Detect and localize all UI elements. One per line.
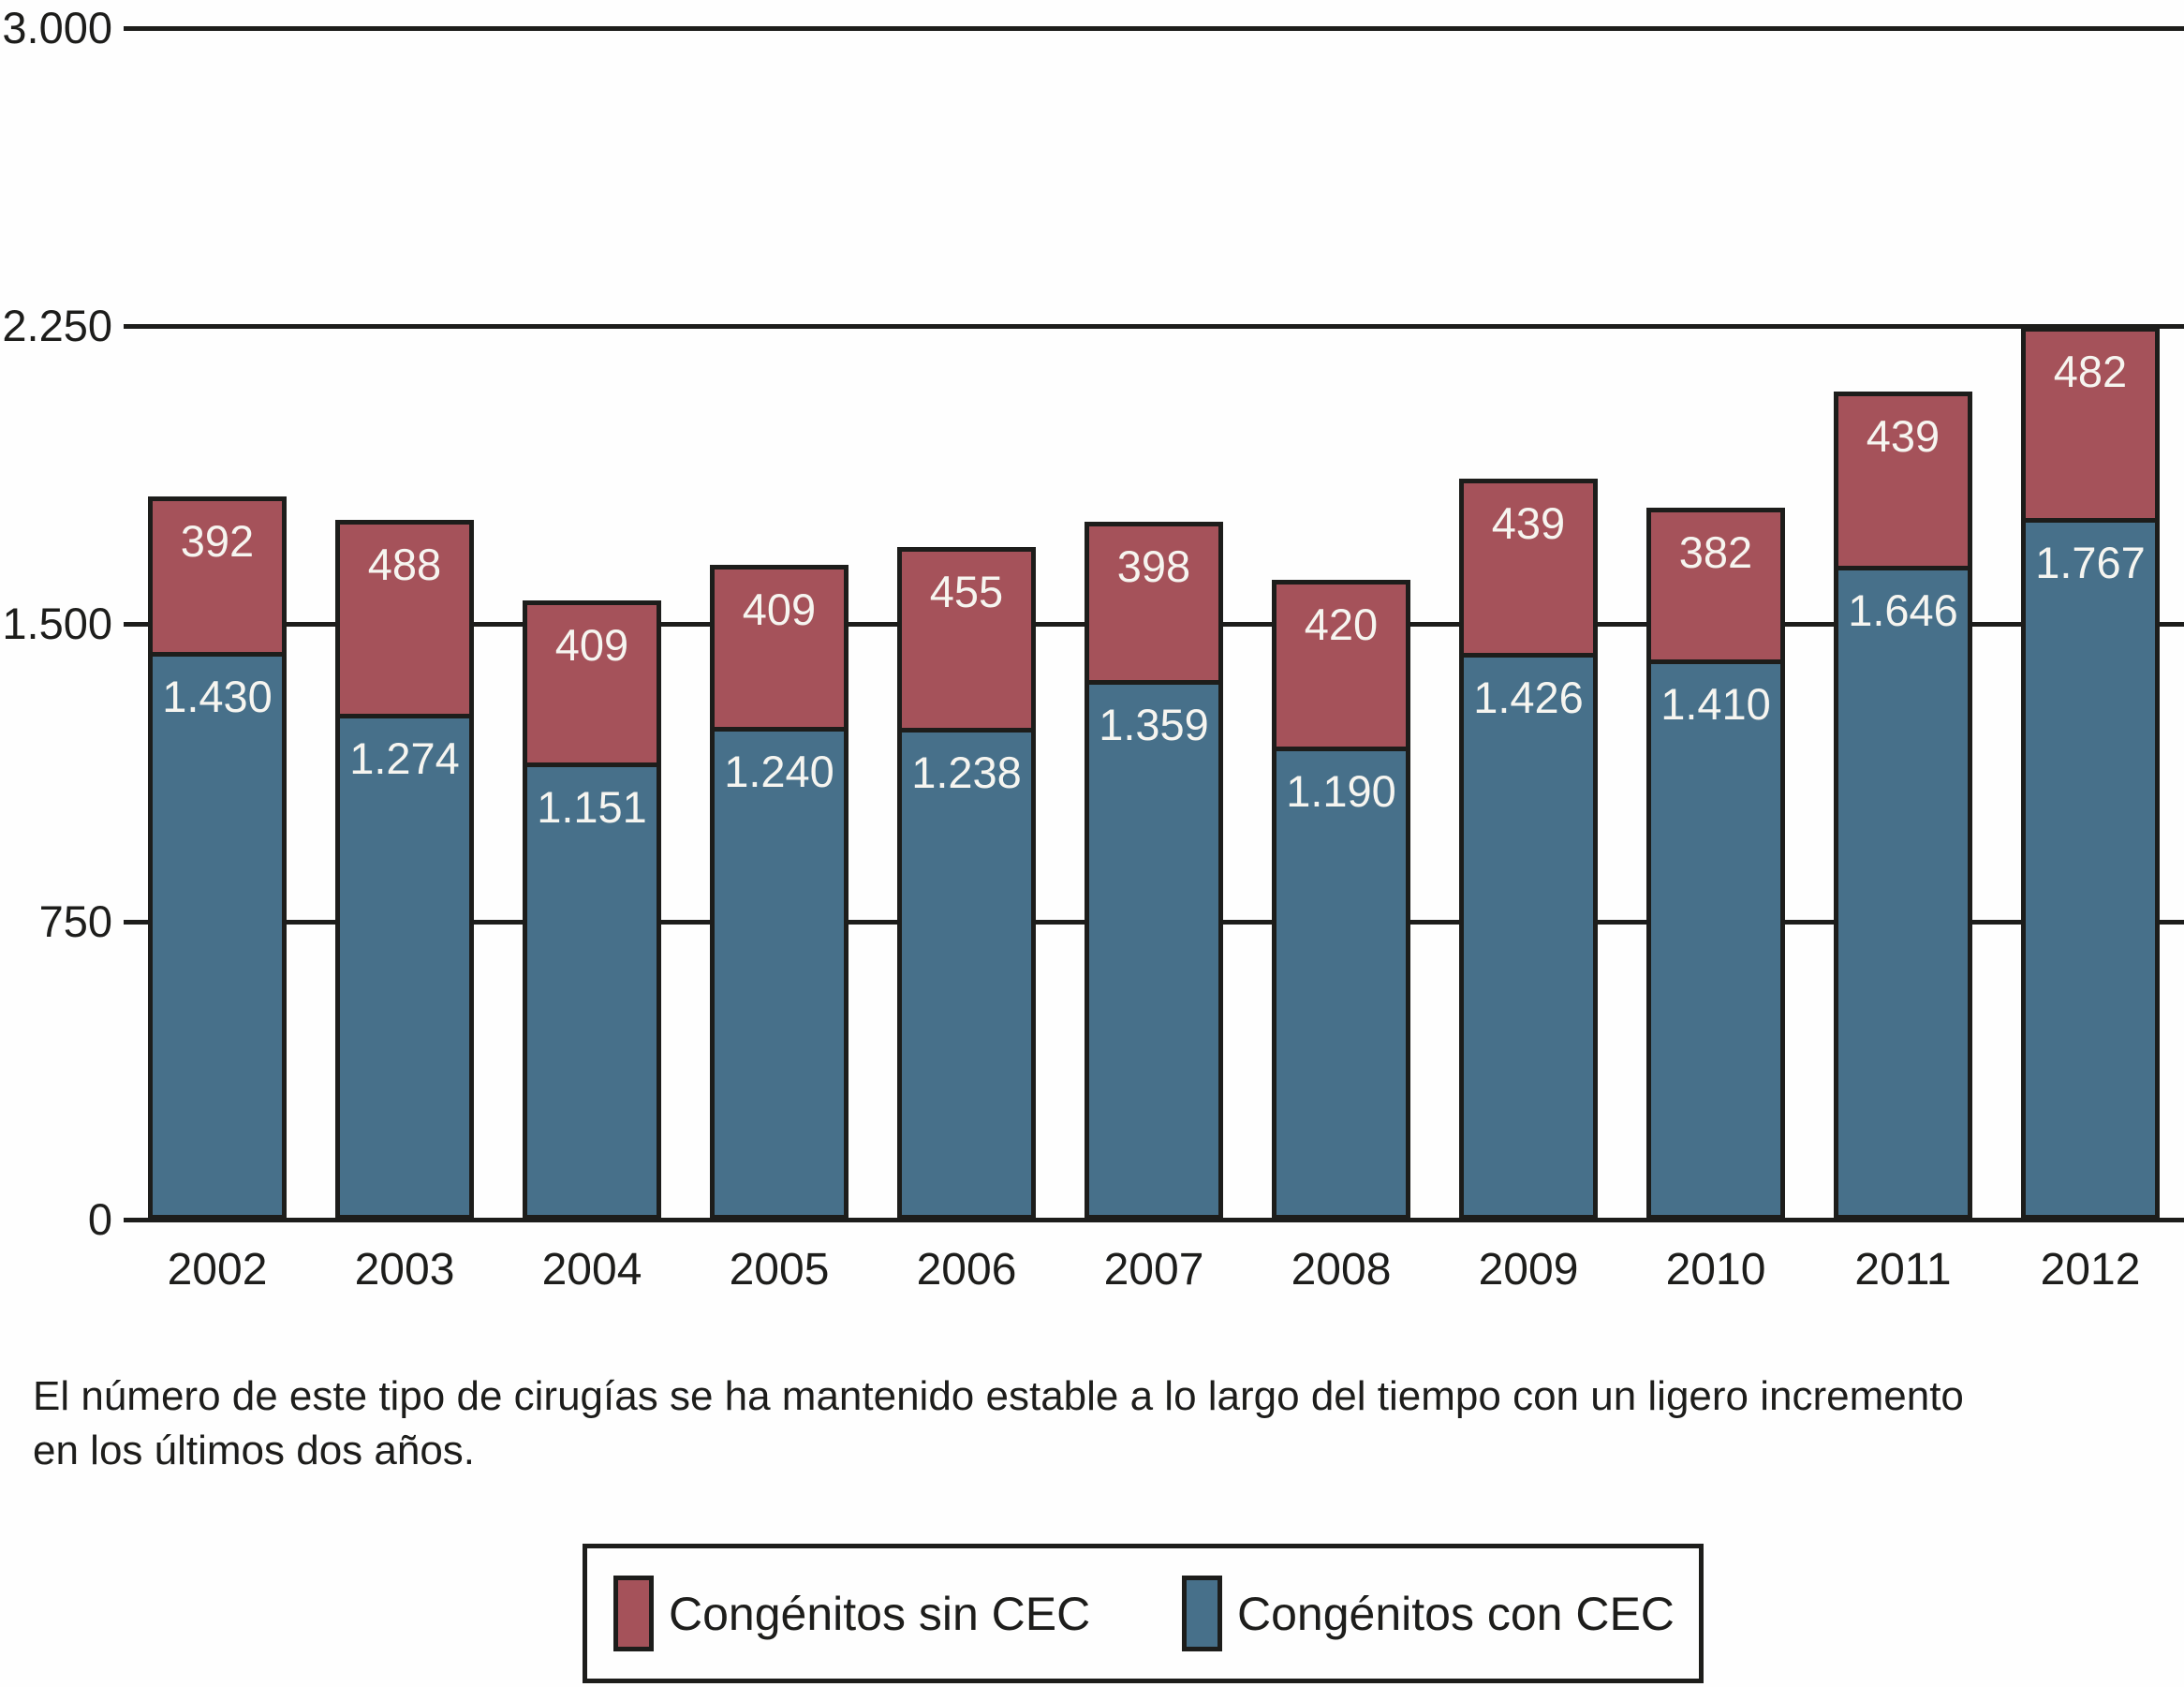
- bar-value-label-sin-cec: 482: [2053, 347, 2128, 396]
- y-tick-label: 750: [38, 896, 112, 946]
- x-tick-label: 2004: [541, 1245, 642, 1295]
- bar-segment-sin-cec: 488: [335, 520, 474, 714]
- bar-segment-sin-cec: 439: [1834, 392, 1972, 566]
- bar-value-label-con-cec: 1.430: [162, 672, 273, 721]
- gridline-2.250: [124, 324, 2184, 329]
- x-tick-label: 2005: [729, 1245, 830, 1295]
- bar-segment-sin-cec: 482: [2021, 327, 2160, 518]
- figure-caption: El número de este tipo de cirugías se ha…: [33, 1369, 2179, 1478]
- legend-label-con-cec: Congénitos con CEC: [1237, 1587, 1675, 1640]
- x-tick-label: 2008: [1291, 1245, 1392, 1295]
- bar-group-2012: 482 1.767: [2021, 327, 2160, 1220]
- bar-value-label-sin-cec: 420: [1304, 599, 1379, 649]
- bar-value-label-con-cec: 1.646: [1848, 585, 1958, 635]
- bar-group-2002: 392 1.430: [148, 496, 287, 1220]
- bar-value-label-sin-cec: 439: [1491, 498, 1566, 548]
- bar-value-label-con-cec: 1.767: [2035, 538, 2146, 587]
- bar-value-label-con-cec: 1.190: [1286, 766, 1396, 816]
- bar-segment-sin-cec: 398: [1085, 522, 1223, 680]
- bar-group-2009: 439 1.426: [1459, 479, 1598, 1220]
- bar-segment-con-cec: 1.359: [1085, 680, 1223, 1220]
- bar-value-label-sin-cec: 382: [1678, 527, 1753, 577]
- bar-value-label-sin-cec: 409: [554, 620, 629, 670]
- y-tick-label: 3.000: [2, 3, 112, 52]
- bar-value-label-sin-cec: 488: [367, 540, 442, 589]
- bar-group-2007: 398 1.359: [1085, 522, 1223, 1220]
- caption-line-2: en los últimos dos años.: [33, 1428, 476, 1473]
- bar-group-2010: 382 1.410: [1646, 508, 1785, 1220]
- legend-label-sin-cec: Congénitos sin CEC: [669, 1587, 1091, 1640]
- legend-item-sin-cec: Congénitos sin CEC: [613, 1548, 1090, 1679]
- caption-line-1: El número de este tipo de cirugías se ha…: [33, 1373, 1964, 1419]
- bar-value-label-sin-cec: 439: [1866, 411, 1941, 461]
- bar-group-2008: 420 1.190: [1272, 580, 1410, 1220]
- bar-segment-sin-cec: 439: [1459, 479, 1598, 653]
- x-tick-label: 2011: [1854, 1245, 1952, 1295]
- bar-segment-con-cec: 1.190: [1272, 747, 1410, 1220]
- bar-segment-con-cec: 1.240: [710, 727, 849, 1220]
- bar-group-2003: 488 1.274: [335, 520, 474, 1220]
- bar-value-label-con-cec: 1.426: [1473, 673, 1584, 722]
- bar-value-label-con-cec: 1.151: [537, 782, 647, 832]
- bar-segment-con-cec: 1.430: [148, 652, 287, 1220]
- bar-segment-sin-cec: 420: [1272, 580, 1410, 747]
- bar-segment-con-cec: 1.426: [1459, 653, 1598, 1220]
- gridline-0: [124, 1218, 2184, 1222]
- bar-segment-con-cec: 1.238: [897, 728, 1036, 1220]
- bar-value-label-con-cec: 1.240: [724, 747, 834, 796]
- bar-group-2005: 409 1.240: [710, 565, 849, 1220]
- x-tick-label: 2002: [167, 1245, 268, 1295]
- bar-segment-con-cec: 1.646: [1834, 566, 1972, 1220]
- bar-group-2011: 439 1.646: [1834, 392, 1972, 1220]
- y-tick-label: 2.250: [2, 301, 112, 350]
- bar-value-label-sin-cec: 392: [180, 516, 255, 566]
- x-tick-label: 2007: [1103, 1245, 1204, 1295]
- y-tick-label: 1.500: [2, 599, 112, 648]
- x-tick-label: 2009: [1478, 1245, 1579, 1295]
- bar-segment-con-cec: 1.410: [1646, 659, 1785, 1220]
- x-tick-label: 2010: [1665, 1245, 1766, 1295]
- x-tick-label: 2003: [354, 1245, 455, 1295]
- bar-group-2004: 409 1.151: [523, 600, 661, 1220]
- bar-value-label-con-cec: 1.410: [1660, 679, 1771, 729]
- legend: Congénitos sin CEC Congénitos con CEC: [583, 1544, 1704, 1683]
- bar-segment-con-cec: 1.767: [2021, 518, 2160, 1220]
- bar-value-label-sin-cec: 409: [742, 585, 817, 634]
- legend-swatch-con-cec: [1182, 1576, 1222, 1651]
- bar-segment-sin-cec: 392: [148, 496, 287, 652]
- legend-swatch-sin-cec: [613, 1576, 654, 1651]
- bar-segment-sin-cec: 409: [523, 600, 661, 762]
- bar-group-2006: 455 1.238: [897, 547, 1036, 1220]
- bar-segment-sin-cec: 382: [1646, 508, 1785, 659]
- bar-value-label-con-cec: 1.359: [1099, 700, 1209, 749]
- bar-segment-sin-cec: 455: [897, 547, 1036, 728]
- bar-value-label-con-cec: 1.274: [349, 733, 460, 783]
- bar-segment-sin-cec: 409: [710, 565, 849, 727]
- x-tick-label: 2006: [916, 1245, 1017, 1295]
- x-tick-label: 2012: [2040, 1245, 2141, 1295]
- gridline-3.000: [124, 26, 2184, 31]
- y-tick-label: 0: [87, 1194, 112, 1244]
- plot-area: 0 750 1.500 2.250 3.000 392 1.430 2002 488 1.274 2…: [2, 3, 2184, 1295]
- bar-segment-con-cec: 1.151: [523, 762, 661, 1220]
- bar-segment-con-cec: 1.274: [335, 714, 474, 1220]
- bar-value-label-sin-cec: 455: [929, 567, 1004, 616]
- bar-value-label-sin-cec: 398: [1116, 541, 1191, 591]
- bar-value-label-con-cec: 1.238: [911, 747, 1022, 797]
- legend-item-con-cec: Congénitos con CEC: [1182, 1548, 1675, 1679]
